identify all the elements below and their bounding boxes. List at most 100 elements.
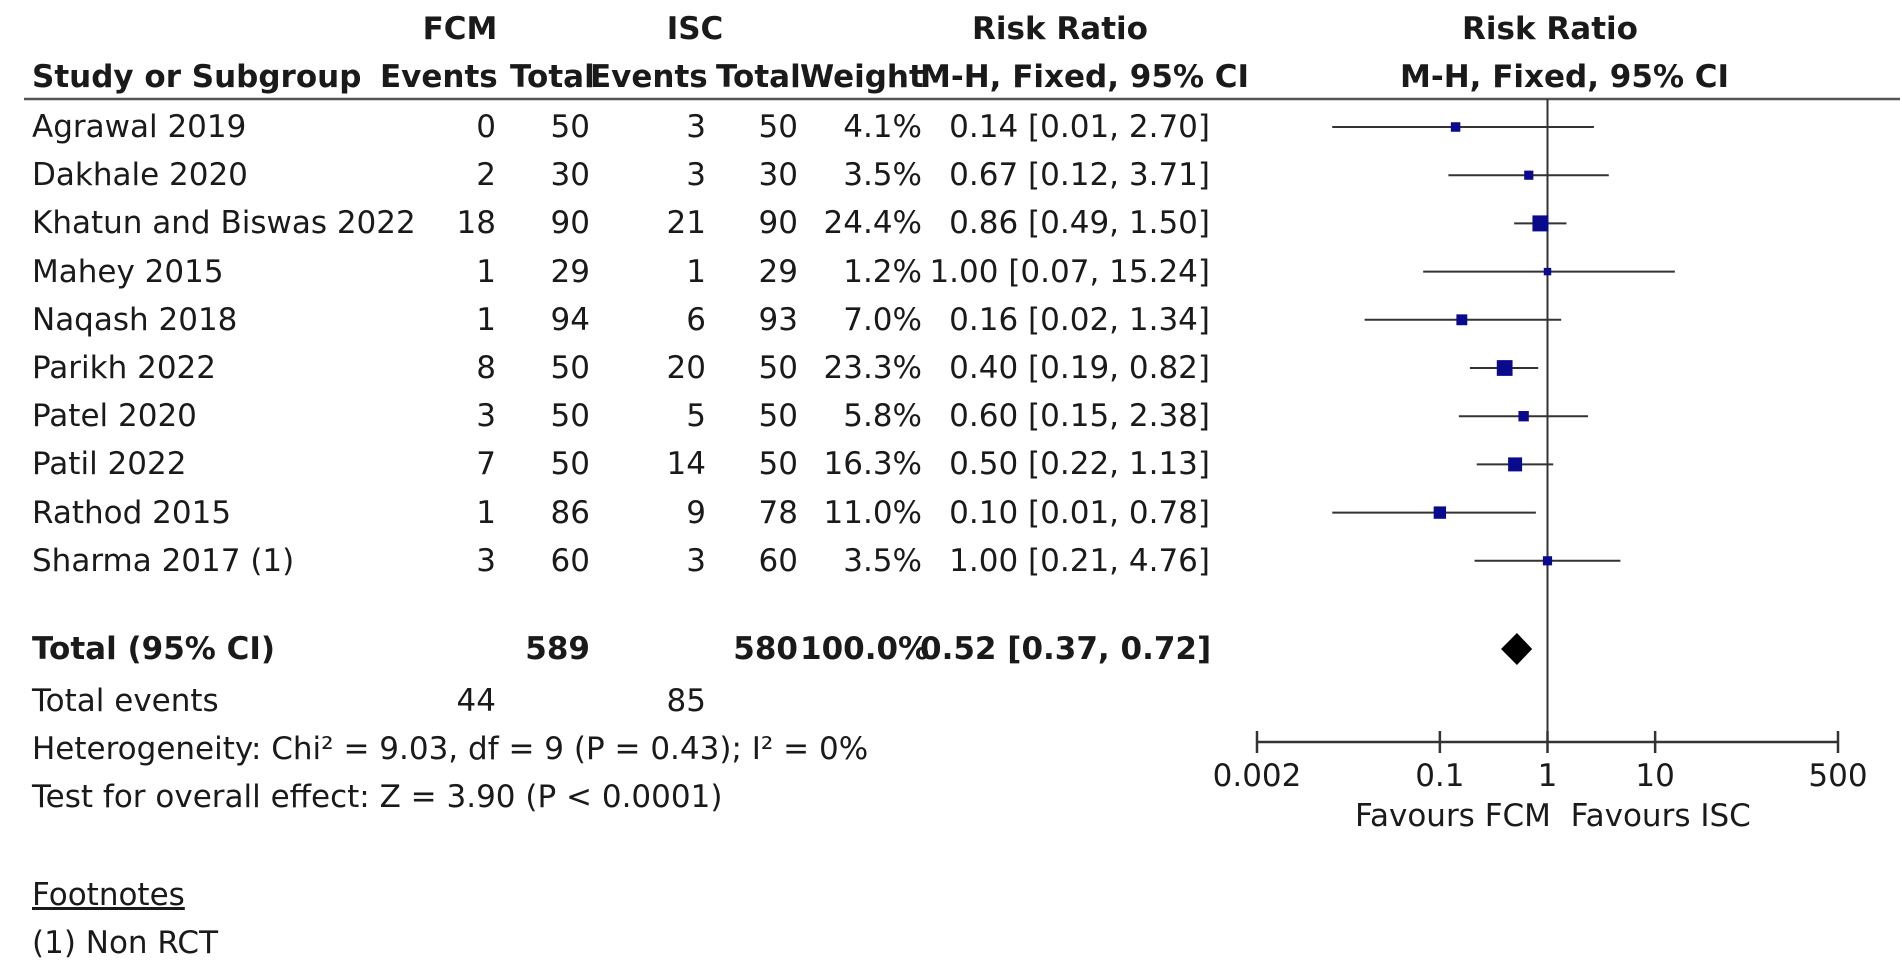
effect-marker <box>1450 122 1461 132</box>
favours-left-label: Favours FCM <box>1355 798 1551 834</box>
total-events-label: Total events <box>32 683 219 719</box>
total-ci: 0.52 [0.37, 0.72] <box>920 631 1212 667</box>
study-total2: 30 <box>758 157 798 194</box>
study-total1: 86 <box>550 494 590 531</box>
col-study-header: Study or Subgroup <box>32 59 362 95</box>
study-name: Agrawal 2019 <box>32 109 247 145</box>
effect-marker <box>1508 457 1523 472</box>
total-diamond <box>1501 633 1533 665</box>
total-label: Total (95% CI) <box>32 631 276 667</box>
study-name: Patil 2022 <box>32 446 187 483</box>
effect-marker <box>1543 267 1552 276</box>
col-total1-header: Total <box>510 59 595 95</box>
study-name: Mahey 2015 <box>32 253 224 290</box>
effect-marker <box>1433 506 1447 519</box>
study-name: Parikh 2022 <box>32 350 217 386</box>
effect-marker <box>1496 360 1513 376</box>
footnotes-title: Footnotes <box>32 877 185 913</box>
study-events1: 3 <box>476 542 496 579</box>
study-weight: 3.5% <box>843 542 922 579</box>
study-events1: 8 <box>476 350 496 386</box>
group2-label: ISC <box>666 11 724 47</box>
study-events2: 3 <box>686 109 706 145</box>
study-events2: 9 <box>686 494 706 531</box>
col-events2-header: Events <box>590 59 708 95</box>
study-name: Naqash 2018 <box>32 301 238 338</box>
study-weight: 16.3% <box>823 446 922 483</box>
x-tick-label: 500 <box>1808 758 1867 794</box>
study-events1: 1 <box>476 494 496 531</box>
study-ci: 1.00 [0.21, 4.76] <box>949 542 1210 579</box>
overall-effect-text: Test for overall effect: Z = 3.90 (P < 0… <box>32 779 723 815</box>
total-events-e2: 85 <box>666 683 706 719</box>
effect-marker <box>1456 314 1468 326</box>
effect-marker <box>1524 170 1534 180</box>
x-tick-label: 0.1 <box>1415 758 1464 794</box>
study-events2: 20 <box>666 350 706 386</box>
study-weight: 3.5% <box>843 157 922 194</box>
study-total1: 29 <box>550 253 590 290</box>
study-ci: 0.14 [0.01, 2.70] <box>949 109 1210 145</box>
study-weight: 4.1% <box>843 109 922 145</box>
study-events2: 3 <box>686 542 706 579</box>
study-name: Patel 2020 <box>32 398 197 435</box>
study-events2: 21 <box>666 205 706 242</box>
total-n2: 580 <box>733 631 798 667</box>
study-events1: 0 <box>476 109 496 145</box>
study-total1: 60 <box>550 542 590 579</box>
study-total2: 50 <box>758 350 798 386</box>
study-ci: 0.60 [0.15, 2.38] <box>949 398 1210 435</box>
study-total1: 50 <box>550 446 590 483</box>
study-total2: 60 <box>758 542 798 579</box>
col-total2-header: Total <box>716 59 801 95</box>
study-total2: 78 <box>758 494 798 531</box>
study-total2: 90 <box>758 205 798 242</box>
rr-title: Risk Ratio <box>972 11 1148 47</box>
x-tick-label: 1 <box>1538 758 1558 794</box>
study-ci: 0.40 [0.19, 0.82] <box>949 350 1210 386</box>
study-name: Khatun and Biswas 2022 <box>32 205 416 242</box>
col-method-header: M-H, Fixed, 95% CI <box>920 59 1250 95</box>
study-total1: 50 <box>550 109 590 145</box>
study-events1: 18 <box>456 205 496 242</box>
study-total1: 50 <box>550 398 590 435</box>
study-events1: 1 <box>476 301 496 338</box>
study-name: Rathod 2015 <box>32 494 232 531</box>
effect-marker <box>1532 215 1549 232</box>
plot-method-header: M-H, Fixed, 95% CI <box>1400 59 1730 95</box>
study-total1: 94 <box>550 301 590 338</box>
study-weight: 24.4% <box>823 205 922 242</box>
study-events1: 7 <box>476 446 496 483</box>
study-events1: 3 <box>476 398 496 435</box>
study-events2: 3 <box>686 157 706 194</box>
study-ci: 0.67 [0.12, 3.71] <box>949 157 1210 194</box>
total-n1: 589 <box>525 631 590 667</box>
x-tick-label: 0.002 <box>1213 758 1302 794</box>
effect-marker <box>1518 411 1529 422</box>
study-total1: 90 <box>550 205 590 242</box>
favours-right-label: Favours ISC <box>1570 798 1751 834</box>
study-weight: 5.8% <box>843 398 922 435</box>
study-events1: 2 <box>476 157 496 194</box>
footnote-1: (1) Non RCT <box>32 925 218 961</box>
effect-marker <box>1542 556 1553 566</box>
study-weight: 1.2% <box>843 253 922 290</box>
study-weight: 23.3% <box>823 350 922 386</box>
total-weight: 100.0% <box>800 631 930 667</box>
study-total2: 29 <box>758 253 798 290</box>
study-events2: 14 <box>666 446 706 483</box>
study-total2: 93 <box>758 301 798 338</box>
col-events1-header: Events <box>380 59 498 95</box>
study-events2: 6 <box>686 301 706 338</box>
heterogeneity-text: Heterogeneity: Chi² = 9.03, df = 9 (P = … <box>32 731 869 767</box>
study-total1: 50 <box>550 350 590 386</box>
study-ci: 0.10 [0.01, 0.78] <box>949 494 1210 531</box>
favours-labels: Favours FCM Favours ISC <box>1355 798 1751 834</box>
study-events1: 1 <box>476 253 496 290</box>
study-events2: 1 <box>686 253 706 290</box>
study-name: Sharma 2017 (1) <box>32 542 295 579</box>
study-weight: 11.0% <box>823 494 922 531</box>
study-total2: 50 <box>758 398 798 435</box>
